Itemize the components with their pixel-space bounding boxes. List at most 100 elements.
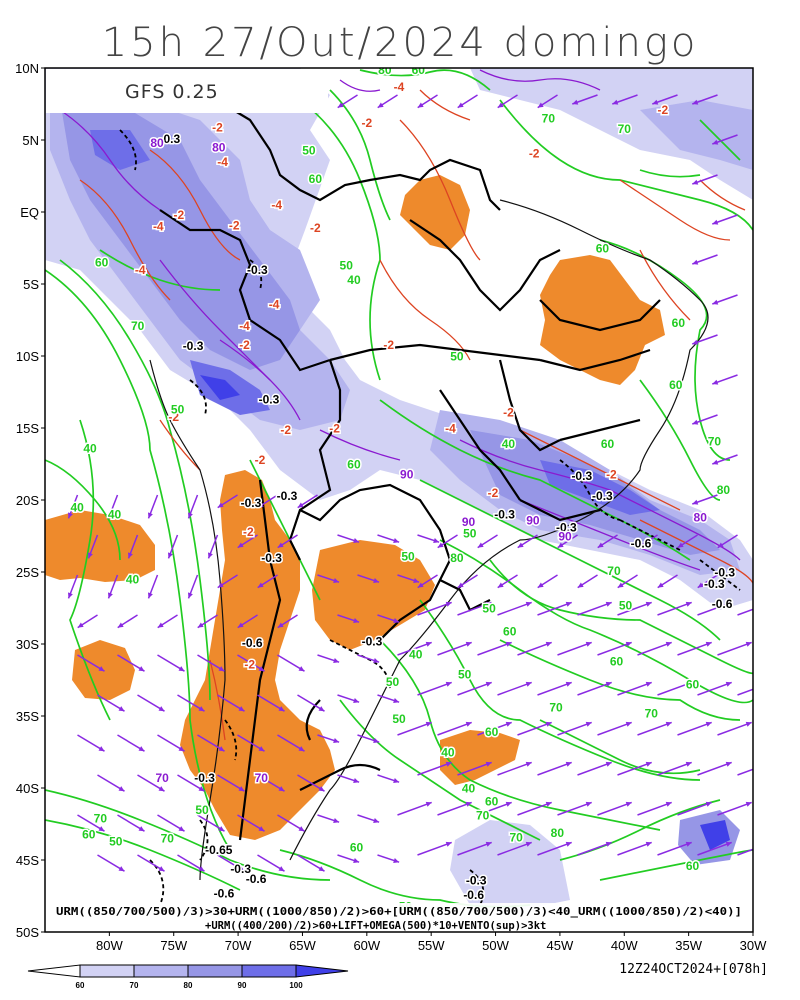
wind-arrow-head	[597, 542, 604, 548]
contour-value-label: 50	[458, 668, 472, 682]
contour-value-label: 60	[485, 725, 499, 739]
wind-arrow	[497, 761, 532, 776]
contour-value-label: 60	[82, 827, 96, 841]
model-label: GFS 0.25	[125, 81, 219, 103]
wind-arrow-head	[652, 99, 659, 105]
wind-arrow-head	[158, 866, 165, 872]
wind-arrow-head	[217, 502, 224, 508]
wind-arrow	[637, 801, 672, 816]
wind-arrow-head	[373, 818, 380, 823]
contour-value-label: 40	[71, 501, 85, 515]
contour-value-label: 70	[94, 812, 108, 826]
contour-value-label: 70	[618, 122, 632, 136]
wind-arrow-head	[157, 622, 164, 628]
wind-arrow-head	[525, 681, 532, 687]
wind-arrow-head	[108, 592, 113, 599]
contour-value-label: -0.3	[277, 489, 298, 503]
wind-arrow-head	[373, 658, 380, 663]
wind-arrow-head	[572, 99, 579, 105]
wind-arrow-head	[505, 801, 512, 807]
wind-arrow-head	[108, 512, 113, 519]
wind-arrow-head	[257, 582, 264, 588]
wind-arrow-head	[128, 552, 133, 559]
contour-value-label: -0.6	[242, 636, 263, 650]
wind-arrow-head	[257, 502, 264, 508]
wind-arrow-head	[148, 592, 153, 599]
contour-value-label: 80	[450, 551, 464, 565]
wind-arrow-head	[98, 746, 105, 752]
contour-value-label: 60	[412, 63, 426, 77]
wind-arrow-head	[278, 706, 285, 712]
lon-tick-label: 40W	[611, 938, 638, 953]
wind-arrow-head	[393, 538, 400, 543]
wind-arrow-head	[505, 641, 512, 647]
wind-arrow-head	[318, 866, 325, 872]
wind-arrow-head	[238, 706, 245, 712]
wind-arrow-head	[525, 601, 532, 607]
contour-value-label: -2	[229, 218, 240, 232]
wind-arrow-head	[665, 641, 672, 647]
contour-value-label: 50	[340, 259, 354, 273]
contour-value-label: -0.6	[214, 886, 235, 900]
wind-arrow-head	[717, 542, 724, 548]
wind-arrow-head	[685, 601, 692, 607]
wind-arrow-head	[692, 179, 699, 185]
wind-arrow-head	[505, 721, 512, 727]
contour-value-label: -4	[271, 198, 282, 212]
contour-value-label: -2	[244, 657, 255, 671]
wind-arrow-head	[333, 818, 340, 823]
lat-tick-label: 5N	[22, 133, 39, 148]
wind-arrow-head	[517, 542, 524, 548]
contour-value-label: 90	[400, 467, 414, 481]
contour-value-label: 70	[155, 771, 169, 785]
wind-arrow	[397, 641, 432, 656]
wind-arrow-head	[118, 706, 125, 712]
contour-value-label: -2	[239, 338, 250, 352]
wind-arrow-head	[68, 592, 73, 599]
wind-arrow-head	[565, 761, 572, 767]
caption-box	[50, 903, 750, 932]
contour-value-label: 80	[717, 483, 731, 497]
contour-value-label: 50	[195, 803, 209, 817]
wind-arrow-head	[657, 582, 664, 588]
wind-arrow-head	[333, 738, 340, 743]
contour-value-label: 70	[542, 112, 556, 126]
contour-value-label: 40	[441, 745, 455, 759]
wind-arrow	[677, 641, 712, 656]
latitude-axis: 10N 5N EQ 5S 10S 15S 20S 25S 30S 35S 40S 45S 50S	[15, 61, 45, 940]
wind-arrow	[677, 721, 712, 736]
wind-arrow-head	[178, 746, 185, 752]
wind-arrow	[537, 601, 572, 616]
contour-value-label: 40	[126, 573, 140, 587]
contour-value-label: -2	[243, 525, 254, 539]
contour-value-label: -2	[488, 486, 499, 500]
wind-arrow	[597, 641, 632, 656]
wind-arrow-head	[612, 99, 619, 105]
lon-tick-label: 65W	[289, 938, 316, 953]
wind-arrow	[717, 641, 752, 656]
wind-arrow-head	[188, 512, 193, 519]
contour-value-label: 60	[95, 256, 109, 270]
wind-arrow	[417, 841, 452, 856]
wind-arrow	[617, 761, 652, 776]
contour-value-label: 80	[551, 826, 565, 840]
wind-arrow-head	[585, 801, 592, 807]
wind-arrow-head	[258, 746, 265, 752]
wind-arrow-head	[258, 666, 265, 672]
contour-value-label: -0.3	[183, 339, 204, 353]
wind-arrow-head	[712, 139, 719, 145]
contour-value-label: -4	[153, 220, 164, 234]
wind-arrow-head	[353, 538, 360, 543]
wind-arrow	[597, 721, 632, 736]
wind-arrow-head	[557, 542, 564, 548]
wind-arrow-head	[278, 786, 285, 792]
contour-value-label: 90	[462, 515, 476, 529]
wind-arrow-head	[297, 502, 304, 508]
contour-value-label: -0.3	[571, 469, 592, 483]
wind-arrow-head	[445, 601, 452, 607]
wind-arrow-head	[692, 419, 699, 425]
wind-arrow	[417, 681, 452, 696]
wind-arrow-head	[425, 721, 432, 727]
lat-tick-label: EQ	[20, 205, 39, 220]
